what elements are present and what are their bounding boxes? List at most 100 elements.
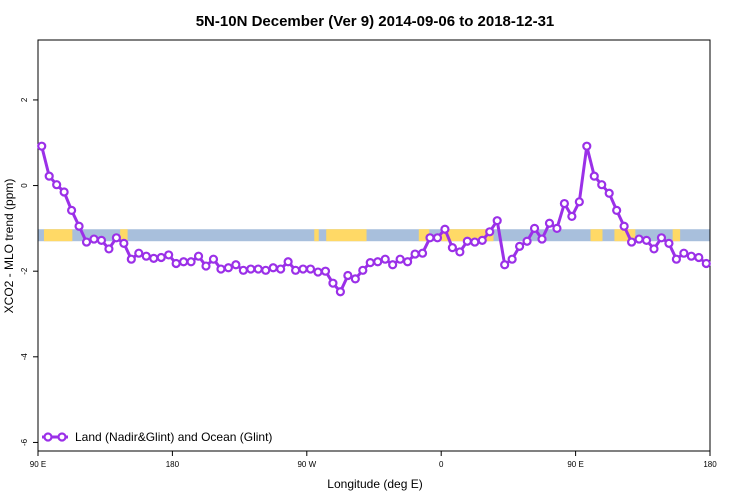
data-point [343, 270, 353, 281]
data-point [96, 235, 107, 245]
data-point [149, 253, 159, 263]
data-point [276, 264, 286, 274]
data-point [253, 264, 263, 274]
data-point [238, 265, 248, 275]
data-point [492, 216, 502, 226]
data-point [328, 278, 338, 288]
series-layer [37, 141, 711, 297]
data-point [119, 238, 129, 248]
data-point [313, 267, 323, 277]
data-point [619, 221, 629, 231]
data-point [410, 249, 420, 259]
data-point [559, 198, 570, 209]
data-point [283, 257, 293, 267]
data-point [111, 233, 122, 243]
data-point [514, 241, 525, 251]
data-point [507, 254, 517, 264]
data-point [365, 258, 375, 268]
data-point [52, 180, 62, 190]
data-point [66, 205, 77, 215]
y-tick-label: 2 [20, 97, 29, 102]
data-point [597, 180, 607, 190]
x-tick-label: 0 [439, 460, 444, 469]
data-point [380, 254, 390, 264]
series-line [40, 144, 708, 294]
data-point [701, 258, 711, 269]
data-point [634, 234, 644, 244]
data-point [567, 211, 577, 221]
y-axis-label: XCO2 - MLO trend (ppm) [2, 179, 16, 314]
data-point [552, 223, 562, 233]
y-axis: 2 0 -2 -4 -6 [20, 97, 38, 446]
land-segment [672, 229, 681, 242]
land-segment [326, 229, 367, 242]
data-point [134, 248, 144, 258]
data-point [320, 266, 331, 276]
data-point [104, 244, 114, 254]
land-segment [314, 229, 319, 242]
x-tick-label: 90 E [567, 460, 583, 469]
data-point [298, 264, 308, 274]
ocean-band [38, 229, 710, 242]
data-point [626, 237, 637, 247]
y-tick-label: -2 [20, 267, 29, 275]
data-point [74, 221, 84, 231]
data-point [126, 254, 136, 264]
x-tick-label: 90 E [30, 460, 46, 469]
data-point [522, 236, 532, 246]
data-point [164, 250, 174, 260]
land-segment [43, 229, 73, 242]
data-point [656, 233, 667, 243]
data-point [686, 251, 696, 261]
data-point [500, 260, 510, 270]
data-point [395, 254, 405, 264]
data-point [201, 261, 211, 271]
data-point [649, 244, 659, 254]
data-point [350, 274, 360, 284]
legend: Land (Nadir&Glint) and Ocean (Glint) [42, 430, 272, 444]
data-point [44, 171, 54, 181]
data-point [193, 251, 204, 261]
data-point [447, 243, 457, 253]
data-point [574, 197, 584, 207]
data-point [455, 247, 465, 257]
land-segment [614, 229, 636, 242]
data-point [216, 264, 226, 274]
data-point [470, 237, 480, 247]
data-point [171, 258, 181, 269]
data-point [179, 257, 189, 267]
x-axis: 90 E 180 90 W 0 90 E 180 [30, 451, 717, 469]
chart-title: 5N-10N December (Ver 9) 2014-09-06 to 20… [196, 13, 555, 30]
data-point [373, 257, 383, 267]
data-point [641, 235, 652, 245]
x-tick-label: 180 [703, 460, 717, 469]
land-segment [590, 229, 603, 242]
land-segment [120, 229, 128, 242]
data-point [261, 265, 271, 275]
data-point [186, 257, 196, 267]
data-point [671, 254, 682, 264]
data-point [223, 263, 233, 273]
data-point [388, 260, 398, 270]
data-point [694, 252, 704, 263]
data-point [425, 233, 435, 243]
legend-marker [57, 432, 67, 442]
data-point [305, 264, 316, 274]
x-axis-label: Longitude (deg E) [327, 477, 422, 491]
legend-label: Land (Nadir&Glint) and Ocean (Glint) [75, 430, 272, 444]
data-point [358, 265, 368, 275]
data-point [432, 233, 443, 243]
data-point [582, 141, 592, 151]
data-point [462, 236, 472, 246]
data-point [477, 235, 487, 245]
x-tick-label: 90 W [297, 460, 316, 469]
data-point [246, 264, 256, 274]
data-point [37, 141, 47, 151]
data-point [679, 248, 689, 258]
data-point [291, 265, 301, 275]
data-point [156, 252, 166, 263]
data-point [81, 237, 92, 247]
legend-marker [43, 432, 53, 442]
x-tick-label: 180 [166, 460, 180, 469]
